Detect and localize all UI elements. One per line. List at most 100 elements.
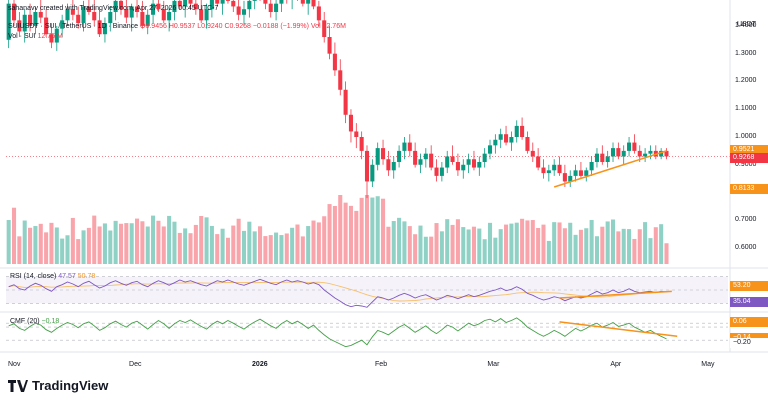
candle-body: [359, 137, 364, 151]
volume-bar: [653, 227, 658, 264]
candle-body: [124, 9, 129, 18]
volume-bar: [648, 238, 653, 264]
candle-body: [348, 114, 353, 132]
candle-body: [445, 156, 450, 168]
tradingview-logo-icon: [8, 379, 28, 392]
candle-body: [455, 162, 460, 171]
cmf-pane: [6, 317, 728, 348]
volume-bar: [86, 227, 91, 264]
candle-body: [589, 162, 594, 171]
candle-body: [520, 125, 525, 137]
candle-body: [562, 173, 567, 182]
volume-bar: [461, 227, 466, 264]
time-tick-label: Dec: [129, 361, 142, 368]
volume-bar: [632, 238, 637, 264]
volume-bar: [177, 232, 182, 264]
candle-body: [637, 150, 642, 157]
volume-bar: [17, 236, 22, 264]
candle-body: [156, 3, 161, 10]
candle-body: [300, 0, 305, 4]
cmf-legend[interactable]: CMF (20) −0.18: [10, 317, 59, 326]
volume-pane: [6, 195, 669, 264]
volume-bar: [364, 195, 370, 264]
volume-bar: [44, 232, 49, 264]
candle-body: [92, 12, 97, 21]
ohlc-text: O0.9456 H0.9537 L0.9240 C0.9268 −0.0188 …: [140, 23, 309, 30]
volume-bar: [225, 237, 230, 264]
candle-body: [113, 0, 118, 12]
candle-body: [231, 0, 236, 7]
candle-body: [151, 3, 156, 15]
time-tick-label: Feb: [375, 361, 388, 368]
volume-bar: [54, 227, 59, 264]
volume-bar: [397, 217, 402, 264]
volume-bar: [215, 234, 220, 264]
rsi-legend[interactable]: RSI (14, close) 47.57 50.78: [10, 272, 95, 281]
time-tick-label: Mar: [487, 361, 500, 368]
rsi-trendline: [559, 290, 672, 299]
volume-bar: [156, 220, 161, 264]
candle-body: [648, 150, 653, 154]
candle-body: [306, 0, 311, 4]
candle-body: [434, 167, 439, 176]
candle-body: [247, 0, 252, 10]
price-tick-label: 1.3000: [735, 49, 757, 57]
volume-bar: [407, 226, 412, 264]
volume-bar: [429, 236, 434, 264]
volume-bar: [423, 236, 428, 264]
tradingview-brand[interactable]: TradingView: [8, 378, 108, 393]
volume-bar: [568, 222, 573, 264]
candle-body: [402, 142, 407, 151]
volume-bar: [578, 229, 583, 264]
candle-body: [439, 167, 444, 176]
volume-bar: [327, 204, 332, 264]
volume-bar: [97, 226, 102, 264]
volume-bar: [482, 239, 487, 264]
volume-bar: [348, 205, 353, 264]
volume-bar: [589, 220, 594, 264]
candle-body: [54, 28, 59, 43]
volume-bar: [102, 223, 107, 264]
volume-bar: [306, 226, 311, 264]
candle-body: [204, 9, 209, 21]
candle-body: [343, 89, 348, 115]
candle-body: [536, 156, 541, 168]
rsi-value: 47.57: [58, 273, 76, 280]
candle-body: [193, 3, 198, 10]
volume-bar: [92, 215, 97, 264]
candle-body: [279, 0, 284, 4]
volume-bar: [145, 226, 150, 264]
volume-bar: [172, 221, 177, 264]
volume-bar: [28, 227, 33, 264]
candle-body: [375, 148, 380, 165]
volume-bar: [204, 217, 209, 264]
candle-body: [605, 156, 610, 162]
candle-body: [621, 150, 626, 157]
volume-bar: [402, 221, 407, 264]
price-tag: 0.9521: [730, 145, 768, 156]
volume-bar: [552, 222, 557, 264]
volume-bar: [124, 223, 129, 264]
volume-bar: [594, 236, 600, 264]
candle-body: [632, 142, 637, 151]
price-tick-label: 1.2000: [735, 77, 757, 85]
volume-legend[interactable]: Vol · SUI 12.76 M: [8, 32, 63, 41]
candle-body: [471, 159, 476, 168]
volume-bar: [231, 225, 236, 264]
symbol-title[interactable]: SUIUSDT · SUI / TetherUS · 1D · Binance …: [8, 22, 346, 31]
cmf-tag: −0.20: [730, 338, 768, 349]
volume-bar: [284, 233, 289, 264]
volume-bar: [108, 230, 113, 264]
candle-body: [102, 23, 107, 35]
volume-bar: [151, 215, 156, 264]
volume-bar: [65, 235, 70, 264]
volume-bar: [391, 221, 396, 264]
volume-bar: [509, 223, 514, 264]
candle-body: [610, 148, 616, 157]
volume-bar: [605, 221, 610, 264]
candle-body: [530, 150, 535, 157]
volume-bar: [386, 226, 391, 264]
candle-body: [381, 148, 386, 160]
volume-bar: [637, 229, 642, 264]
